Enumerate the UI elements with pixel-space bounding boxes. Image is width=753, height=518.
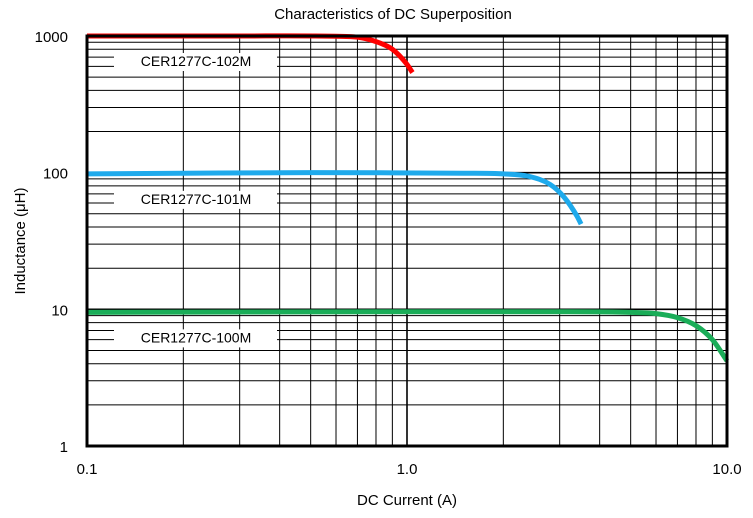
y-tick-labels: 1 10 100 1000 bbox=[35, 29, 68, 456]
y-tick-label: 1000 bbox=[35, 29, 68, 46]
y-axis-label: Inductance (μH) bbox=[12, 187, 29, 294]
y-tick-label: 1 bbox=[60, 439, 68, 456]
y-tick-label: 10 bbox=[51, 302, 68, 319]
series-line-cer1277c-101m bbox=[86, 170, 584, 226]
series-label: CER1277C-102M bbox=[141, 53, 252, 69]
x-axis-label: DC Current (A) bbox=[357, 492, 457, 509]
series-label-background bbox=[114, 53, 277, 71]
grid bbox=[86, 36, 727, 447]
x-tick-label: 10.0 bbox=[712, 461, 741, 478]
series-label: CER1277C-101M bbox=[141, 191, 252, 207]
y-tick-label: 100 bbox=[43, 166, 68, 183]
x-tick-label: 0.1 bbox=[77, 461, 98, 478]
series-line-cer1277c-100m bbox=[86, 309, 730, 363]
plot-frame bbox=[85, 34, 729, 448]
series-labels: CER1277C-102M CER1277C-101M CER1277C-100M bbox=[114, 53, 277, 348]
x-tick-label: 1.0 bbox=[397, 461, 418, 478]
chart-title: Characteristics of DC Superposition bbox=[274, 6, 512, 23]
series-label-background bbox=[114, 190, 277, 209]
x-tick-labels: 0.1 1.0 10.0 bbox=[77, 461, 742, 478]
series-label-background bbox=[114, 329, 277, 348]
series-label: CER1277C-100M bbox=[141, 329, 252, 345]
